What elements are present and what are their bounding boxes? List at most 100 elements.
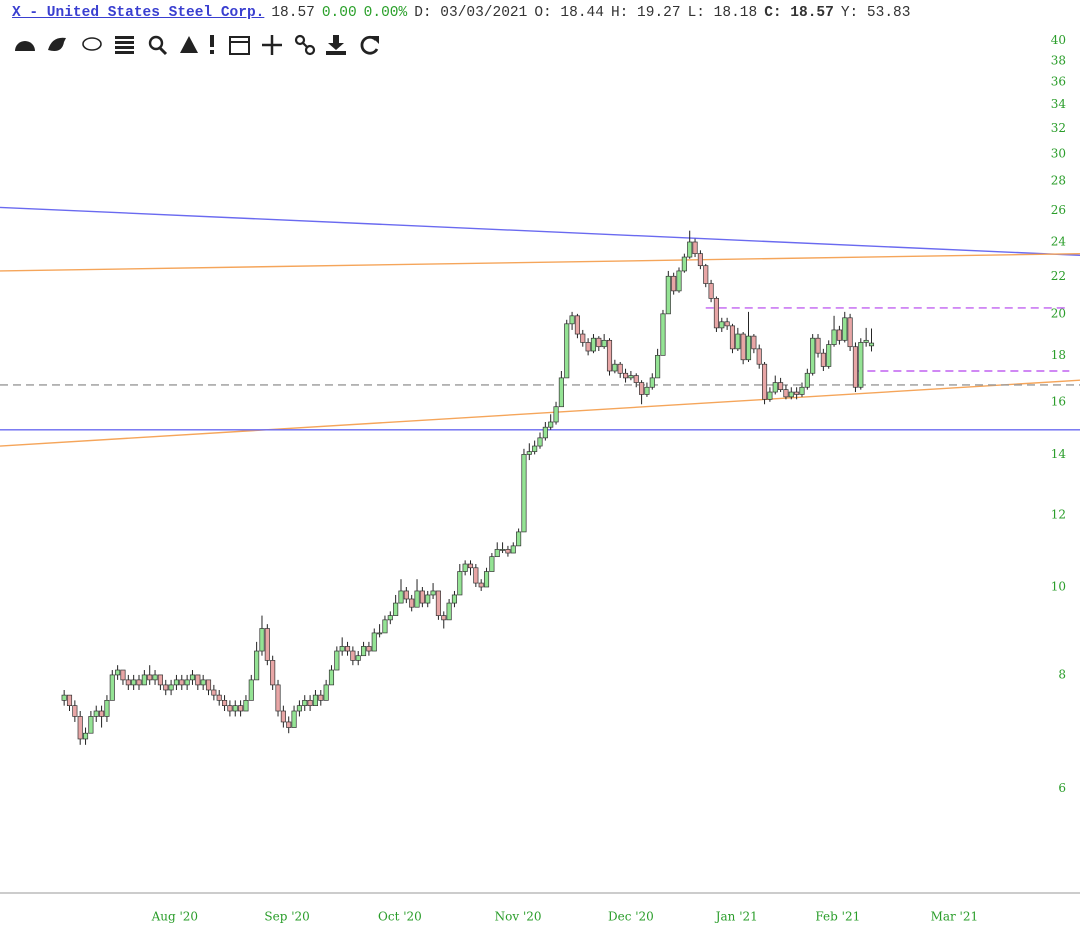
candle-body — [72, 705, 78, 717]
candle-body — [425, 594, 431, 604]
candle-body — [510, 545, 516, 554]
move-icon[interactable] — [262, 35, 282, 55]
candle-body — [660, 313, 666, 356]
candle-body — [259, 628, 265, 652]
search-icon[interactable] — [148, 35, 168, 56]
x-tick-label: Oct '20 — [378, 910, 422, 924]
trend-line — [0, 252, 1080, 272]
x-tick-label: Jan '21 — [714, 910, 758, 924]
candle-body — [254, 650, 260, 681]
candle-body — [467, 563, 474, 569]
candle-body — [633, 375, 639, 383]
candle-body — [61, 694, 67, 701]
candle-body — [312, 694, 318, 706]
candle-body — [157, 674, 163, 686]
candle-body — [863, 339, 869, 343]
candle-body — [371, 632, 377, 652]
comment-icon[interactable] — [82, 37, 102, 51]
candle-body — [847, 317, 853, 348]
dashboard-icon[interactable] — [15, 41, 35, 51]
twitter-icon[interactable] — [48, 37, 66, 51]
candle-body — [115, 669, 121, 676]
list-icon[interactable] — [115, 36, 134, 54]
download-icon[interactable] — [326, 35, 346, 55]
candle-body — [430, 590, 436, 596]
y-tick-label: 6 — [1058, 781, 1066, 795]
candle-body — [136, 679, 142, 686]
candle-body — [302, 700, 308, 706]
candle-body — [788, 391, 794, 398]
refresh-icon[interactable] — [360, 35, 379, 55]
trend-line — [0, 206, 1080, 257]
candle-body — [596, 337, 602, 348]
candle-body — [478, 582, 484, 588]
candle-body — [703, 265, 709, 284]
y-tick-label: 8 — [1058, 667, 1066, 681]
candle-body — [762, 363, 768, 400]
candle-body — [382, 619, 388, 634]
candle-body — [77, 716, 83, 740]
candle-body — [708, 283, 714, 299]
candle-body — [783, 389, 789, 398]
y-tick-label: 36 — [1051, 75, 1066, 89]
link-icon[interactable] — [294, 34, 316, 56]
candle-body — [558, 377, 564, 408]
candle-body — [751, 335, 757, 350]
candle-body — [612, 363, 618, 372]
candle-body — [622, 372, 629, 379]
candle-body — [66, 694, 73, 706]
candle-body — [216, 694, 222, 701]
candle-body — [184, 679, 190, 686]
candle-body — [767, 391, 773, 400]
candle-body — [505, 549, 511, 554]
candle-body — [804, 372, 810, 388]
candle-body — [815, 337, 821, 354]
candle-body — [671, 275, 677, 292]
candle-body — [483, 571, 490, 588]
y-tick-label: 28 — [1051, 174, 1066, 188]
high: H: 19.27 — [610, 5, 681, 21]
candle-body — [361, 646, 367, 657]
candle-body — [238, 705, 244, 712]
candle-body — [173, 679, 179, 686]
candle-body — [366, 646, 372, 652]
candle-body — [104, 700, 110, 717]
triangle-icon[interactable] — [180, 36, 198, 53]
candle-body — [264, 628, 270, 661]
candle-body — [676, 270, 682, 292]
y-tick-label: 14 — [1051, 447, 1067, 461]
candle-body — [195, 674, 201, 686]
candle-body — [109, 674, 115, 701]
candle-body — [532, 445, 538, 452]
candle-body — [537, 437, 543, 447]
candle-body — [580, 333, 586, 343]
candle-body — [451, 594, 458, 604]
candle-body — [222, 700, 228, 706]
candle-body — [820, 352, 826, 367]
alert-icon[interactable] — [210, 35, 214, 54]
x-tick-label: Dec '20 — [608, 910, 654, 924]
candle-body — [826, 344, 832, 367]
y-tick-label: 24 — [1051, 234, 1067, 248]
change-pct: 0.00% — [363, 5, 408, 21]
candle-body — [794, 391, 800, 395]
trend-line — [0, 379, 1080, 447]
candle-body — [344, 646, 351, 652]
candle-body — [409, 598, 415, 608]
candle-body — [521, 454, 527, 533]
candle-body — [778, 382, 784, 390]
calendar-icon[interactable] — [229, 36, 250, 55]
candle-body — [189, 674, 196, 681]
low: L: 18.18 — [687, 5, 758, 21]
toolbar — [15, 34, 379, 56]
candle-body — [494, 549, 500, 558]
y-tick-label: 30 — [1051, 147, 1066, 161]
symbol-link[interactable]: X - United States Steel Corp. — [12, 5, 265, 21]
y-tick-label: 10 — [1051, 579, 1066, 593]
candle-body — [569, 315, 575, 325]
candle-body — [393, 602, 399, 616]
candle-body — [441, 615, 447, 621]
candle-body — [836, 329, 842, 341]
candle-body — [328, 669, 335, 686]
